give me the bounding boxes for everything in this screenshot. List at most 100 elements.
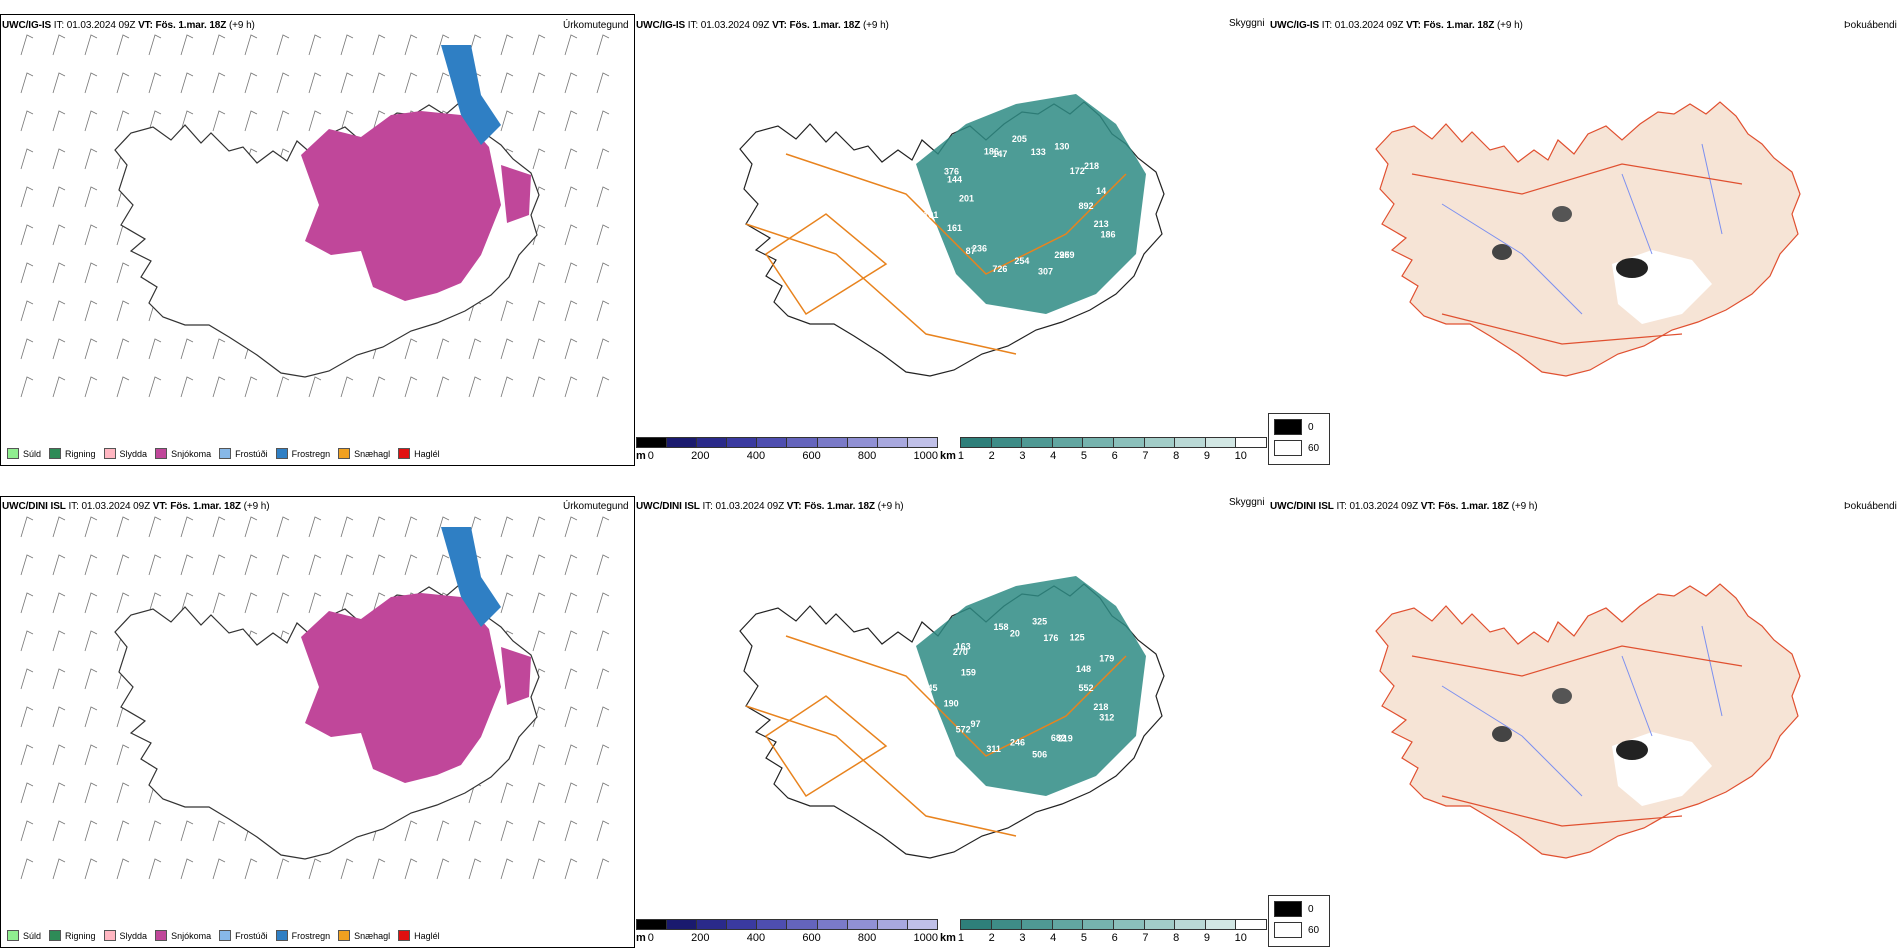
visibility-scale-bottom: km 1 2 3 4 5 6 7 8 9 10 [940,919,1267,944]
elevation-label: 219 [1058,734,1073,744]
legend-label: Rigning [65,448,96,459]
rivers [1441,143,1723,315]
elevation-label: 270 [953,647,968,657]
visibility-panel-top: 892 213 186 259 296 307 254 726 87 236 161 101 201 14… [636,14,1269,466]
low-visibility-area [916,576,1146,796]
legend-label: Slydda [119,930,148,941]
road-network [764,695,888,798]
legend-item-4: Frostúði [219,448,268,459]
elevation-label: 312 [1099,713,1114,723]
title-precip-top: Úrkomutegund [563,20,629,31]
elevation-label: 254 [1014,256,1029,266]
header-precip-top: UWC/IG-IS IT: 01.03.2024 09Z VT: Fös. 1.… [2,20,255,31]
elevation-label: 161 [947,223,962,233]
elevation-label: 130 [1054,142,1069,152]
header-vis-bottom: UWC/DINI ISL IT: 01.03.2024 09Z VT: Fös.… [636,501,904,512]
elevation-colorbar [636,437,938,448]
legend-label: Haglél [414,930,440,941]
legend-item-6: Snæhagl [338,930,390,941]
legend-item-4: Frostúði [219,930,268,941]
title-precip-bottom: Úrkomutegund [563,501,629,512]
legend-swatch [103,930,116,941]
precip-map-top [20,34,610,398]
legend-item-2: Slydda [103,448,148,459]
fog-map-top [1375,101,1801,377]
elevation-label: 201 [959,194,974,204]
precip-type-panel-bottom: Súld Rigning Slydda Snjókoma Frostúði Frostre… [0,496,635,948]
elevation-label: 552 [1078,683,1093,693]
legend-swatch [103,448,116,459]
elevation-label: 14 [1096,186,1106,196]
roads [1411,645,1743,827]
elevation-label: 148 [1076,664,1091,674]
elevation-label: 218 [1093,702,1108,712]
precip-legend-top: Súld Rigning Slydda Snjókoma Frostúði Frostre… [7,448,440,459]
legend-label: Rigning [65,930,96,941]
legend-item-6: Snæhagl [338,448,390,459]
roads [1411,163,1743,345]
visibility-scale-top: km 1 2 3 4 5 6 7 8 9 10 [940,437,1267,462]
legend-swatch [7,930,19,941]
elevation-label: 179 [1099,653,1114,663]
legend-swatch [49,448,62,459]
elevation-label: 190 [944,698,959,708]
title-vis-bottom: Skyggni [1229,497,1265,508]
elevation-label: 205 [1012,134,1027,144]
elevation-label: 145 [922,683,937,693]
elevation-label: 158 [994,622,1009,632]
legend-item-7: Haglél [398,930,440,941]
elevation-label: 20 [1010,629,1020,639]
title-fog-top: Þokuábendi [1844,20,1897,31]
legend-item-3: Snjókoma [155,448,211,459]
elevation-label: 172 [1070,166,1085,176]
legend-label: Snæhagl [354,930,391,941]
elevation-scale-bottom: m 0 200 400 600 800 1000 [636,919,938,944]
elevation-label: 125 [1070,632,1085,642]
precip-type-panel-top: Súld Rigning Slydda Snjókoma Frostúði Frostre… [0,14,635,466]
elevation-label: 259 [1059,250,1074,260]
elevation-label: 97 [971,719,981,729]
legend-label: Snjókoma [171,930,212,941]
fog-indicator-high [1616,740,1648,760]
low-visibility-area [916,94,1146,314]
fog-legend-top: 0 60 [1268,413,1330,465]
snowfall-area [301,111,501,301]
freezing-rain-area [441,527,501,627]
title-fog-bottom: Þokuábendi [1844,501,1897,512]
legend-item-1: Rigning [49,930,96,941]
header-precip-bottom: UWC/DINI ISL IT: 01.03.2024 09Z VT: Fös.… [2,501,270,512]
elevation-label: 892 [1078,201,1093,211]
iceland-outline [1375,583,1801,859]
visibility-panel-bottom: 552 218 312 219 682 506 246 311 572 97 190 145 159 27… [636,496,1269,948]
elevation-scale-top: m 0 200 400 600 800 1000 [636,437,938,462]
elevation-label: 133 [1031,147,1046,157]
elevation-label: 218 [1084,161,1099,171]
legend-item-3: Snjókoma [155,930,211,941]
rivers [1441,625,1723,797]
fog-legend-bottom: 0 60 [1268,895,1330,947]
visibility-map-top: 8922131862592963072547268723616110120114… [739,94,1165,377]
legend-swatch [49,930,62,941]
legend-label: Frostregn [291,930,331,941]
iceland-outline [1375,101,1801,377]
legend-item-0: Súld [7,448,41,459]
legend-item-0: Súld [7,930,41,941]
elevation-label: 726 [992,264,1007,274]
legend-label: Snæhagl [354,448,391,459]
elevation-label: 307 [1038,267,1053,277]
legend-swatch [398,448,411,459]
legend-label: Súld [23,448,42,459]
snowfall-area [301,593,501,783]
legend-item-5: Frostregn [275,448,330,459]
legend-label: Súld [23,930,42,941]
elevation-label: 325 [1032,617,1047,627]
elevation-label: 163 [956,641,971,651]
fog-panel-top [1270,14,1900,466]
legend-swatch [219,930,232,941]
legend-label: Frostúði [235,930,268,941]
legend-swatch [275,448,288,459]
elevation-label: 101 [923,210,938,220]
legend-label: Slydda [119,448,148,459]
elev-unit: m [636,449,646,462]
